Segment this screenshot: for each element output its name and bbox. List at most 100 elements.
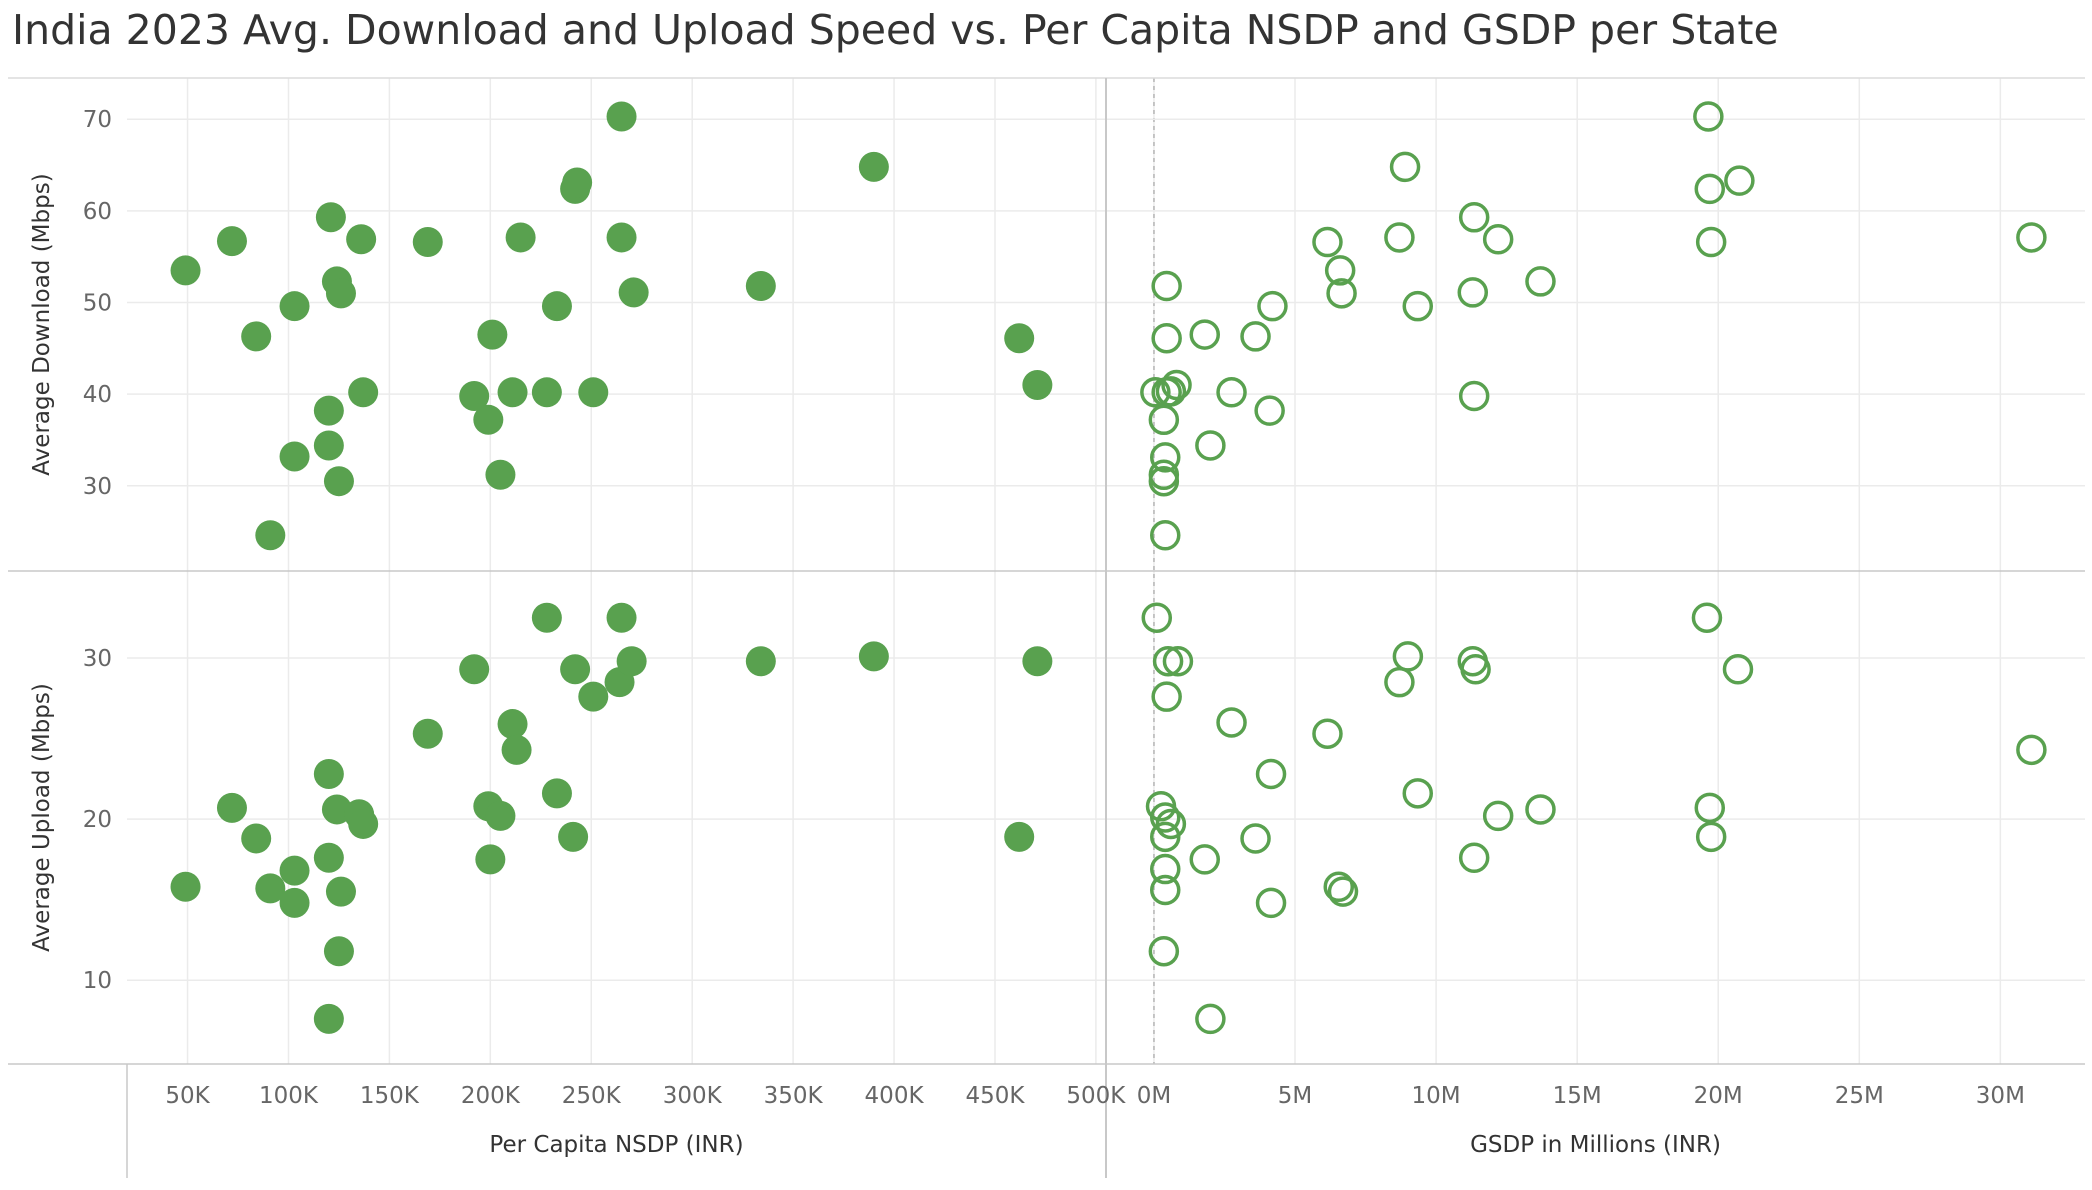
data-point [1482, 224, 1514, 255]
x-tick-label: 500K [1066, 1083, 1126, 1109]
data-point [1152, 645, 1184, 677]
tick-layer: 50K 100K 150K 200K 250K 300K 350K 400K 450K 500K 0… [83, 107, 2025, 1109]
x-tick-label: 300K [663, 1083, 723, 1109]
data-point [1148, 404, 1180, 436]
data-point [1004, 821, 1035, 852]
y-tick-label: 30 [83, 646, 112, 672]
data-point [1151, 322, 1182, 354]
data-point [1695, 821, 1727, 853]
data-point [2016, 222, 2047, 253]
data-point [459, 654, 490, 685]
data-point [1482, 800, 1514, 832]
data-point [541, 778, 572, 809]
data-point [497, 709, 528, 740]
x-tick-label: 250K [562, 1083, 622, 1109]
data-point [1022, 369, 1053, 400]
data-point [1525, 266, 1556, 297]
data-point [348, 377, 379, 408]
data-point [1691, 602, 1723, 633]
data-point [1149, 821, 1181, 853]
data-point [1216, 377, 1247, 408]
x-tick-label: 100K [259, 1083, 319, 1109]
data-point [1149, 874, 1181, 906]
data-point [606, 602, 637, 633]
data-point [279, 441, 310, 472]
data-point [1458, 842, 1490, 874]
data-point [1693, 101, 1724, 132]
data-point [1189, 319, 1220, 350]
data-point [1257, 290, 1288, 322]
y-tick-label: 50 [83, 291, 112, 317]
data-point [216, 792, 247, 823]
x-tick-label: 0M [1137, 1083, 1171, 1109]
y-axis-title: Average Download (Mbps) [29, 173, 55, 475]
data-point [1392, 641, 1424, 672]
y-tick-label: 20 [83, 807, 112, 833]
y-tick-label: 30 [83, 474, 112, 500]
x-tick-label: 350K [764, 1083, 824, 1109]
data-point [348, 808, 379, 839]
data-point [1022, 646, 1053, 677]
data-point [1402, 290, 1434, 322]
x-tick-label: 200K [461, 1083, 521, 1109]
data-point [1402, 778, 1434, 809]
data-point [170, 871, 201, 902]
data-point [560, 654, 591, 685]
x-tick-label: 20M [1694, 1083, 1743, 1109]
data-point [216, 226, 247, 257]
point-layer [170, 101, 2047, 1035]
data-point [459, 380, 490, 411]
data-point [1216, 707, 1247, 738]
data-point [241, 321, 272, 352]
data-point [1389, 151, 1421, 183]
x-axis-title: Per Capita NSDP (INR) [489, 1132, 743, 1158]
data-point [1722, 654, 1754, 685]
data-point [1195, 430, 1226, 461]
data-point [606, 101, 637, 132]
data-point [313, 430, 344, 461]
x-tick-label: 5M [1278, 1083, 1312, 1109]
data-point [313, 1003, 344, 1034]
x-tick-label: 400K [865, 1083, 925, 1109]
x-axis-title: GSDP in Millions (INR) [1470, 1132, 1721, 1158]
x-tick-label: 450K [965, 1083, 1025, 1109]
data-point [323, 936, 354, 967]
data-point [279, 855, 310, 886]
data-point [1240, 321, 1271, 352]
data-point [255, 520, 286, 551]
data-point [618, 277, 649, 308]
y-axis-title: Average Upload (Mbps) [29, 683, 55, 952]
x-tick-label: 30M [1976, 1083, 2025, 1109]
data-point [1694, 792, 1726, 824]
data-point [1162, 645, 1194, 677]
data-point [1255, 887, 1287, 919]
data-point [279, 887, 310, 918]
data-point [1151, 270, 1182, 302]
data-point [1457, 277, 1489, 308]
data-point [255, 873, 286, 904]
data-point [745, 271, 776, 302]
data-point [313, 395, 344, 426]
data-point [1161, 369, 1192, 401]
data-point [501, 734, 532, 765]
data-point [1240, 823, 1271, 854]
data-point [346, 224, 377, 255]
data-point [1141, 602, 1173, 633]
data-point [313, 842, 344, 873]
frame-layer [8, 77, 2085, 1178]
chart-title: India 2023 Avg. Download and Upload Spee… [12, 6, 1779, 54]
data-point [578, 681, 609, 712]
data-point [1140, 377, 1171, 408]
data-point [2016, 734, 2047, 766]
data-point [1384, 666, 1415, 698]
data-point [279, 291, 310, 322]
data-point [1326, 278, 1357, 309]
data-point [325, 278, 356, 309]
data-point [473, 404, 504, 435]
data-point [1149, 802, 1181, 833]
data-point [1149, 853, 1181, 885]
data-point [745, 646, 776, 677]
data-point [477, 319, 508, 350]
data-point [1458, 380, 1490, 412]
